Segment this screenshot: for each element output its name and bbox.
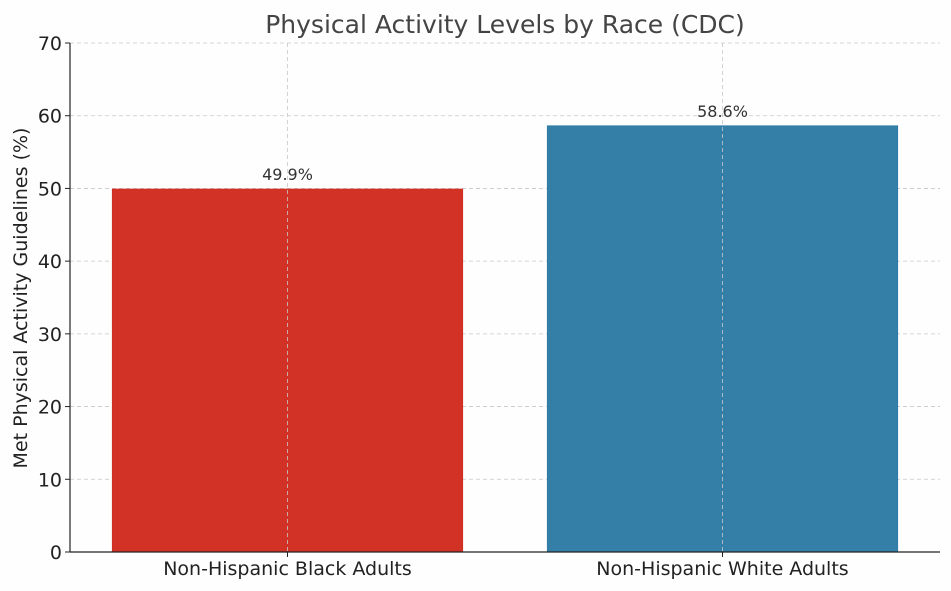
y-tick-label: 30 (38, 324, 62, 346)
chart-title: Physical Activity Levels by Race (CDC) (265, 10, 745, 39)
bars (111, 43, 899, 553)
y-tick-label: 10 (38, 469, 62, 491)
x-tick-label: Non-Hispanic Black Adults (163, 558, 412, 580)
y-tick-label: 20 (38, 397, 62, 419)
y-tick-label: 0 (50, 542, 62, 564)
axes (65, 42, 940, 557)
y-tick-label: 50 (38, 178, 62, 200)
y-axis-label: Met Physical Activity Guidelines (%) (10, 128, 32, 469)
y-tick-label: 70 (38, 33, 62, 55)
labels: 0 10 20 30 40 50 60 70 Non-Hispanic Black Adults… (38, 33, 849, 580)
bar-value-label: 49.9% (262, 165, 313, 184)
y-tick-label: 40 (38, 251, 62, 273)
bar-value-label: 58.6% (697, 102, 748, 121)
x-tick-label: Non-Hispanic White Adults (596, 558, 848, 580)
bar (111, 188, 464, 553)
y-tick-label: 60 (38, 106, 62, 128)
